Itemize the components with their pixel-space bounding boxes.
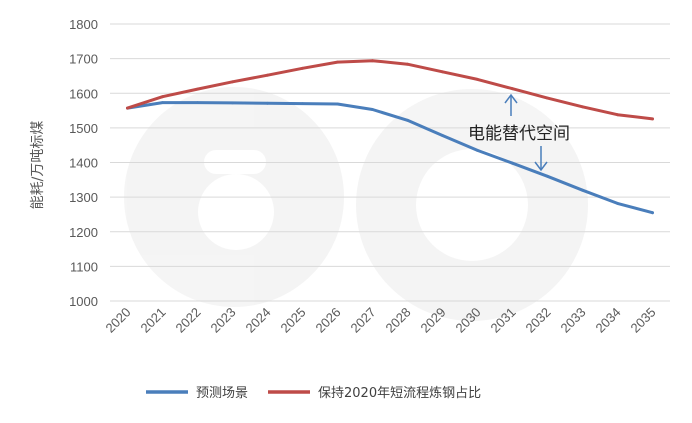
x-tick-label-2034: 2034 — [593, 305, 624, 336]
data-point-s1-2034 — [616, 202, 619, 205]
x-tick-label-2035: 2035 — [628, 305, 659, 336]
data-point-s1-2030 — [476, 149, 479, 152]
data-point-s1-2032 — [546, 174, 549, 178]
y-tick-label-1500: 1500 — [69, 121, 98, 136]
legend-label-1: 预测场景 — [196, 386, 248, 401]
y-tick-label-1700: 1700 — [69, 52, 98, 67]
data-point-s1-2027 — [371, 108, 374, 111]
data-point-s2-2024 — [266, 73, 269, 77]
data-point-s2-2023 — [231, 80, 234, 84]
data-point-s2-2026 — [336, 60, 339, 64]
data-point-s1-2025 — [301, 102, 304, 105]
data-point-s1-2024 — [266, 101, 269, 105]
x-tick-label-2033: 2033 — [558, 305, 589, 336]
x-tick-label-2020: 2020 — [103, 305, 134, 336]
data-point-s2-2032 — [546, 96, 549, 100]
data-point-s1-2023 — [231, 101, 234, 105]
y-tick-label-1300: 1300 — [69, 190, 98, 205]
data-point-s2-2020 — [126, 106, 129, 110]
data-point-s1-2021 — [161, 101, 164, 104]
data-point-s2-2031 — [511, 87, 514, 91]
annotation: 电能替代空间 — [468, 93, 570, 172]
x-axis: 2020 2021 2022 2023 2024 2025 2026 2027 2028 2029… — [103, 305, 659, 336]
series-lines — [126, 59, 654, 215]
y-axis-label: 能耗/万吨标煤 — [30, 121, 46, 210]
data-point-s1-2031 — [511, 161, 514, 165]
x-tick-label-2022: 2022 — [173, 305, 204, 336]
annotation-text: 电能替代空间 — [468, 124, 570, 144]
y-tick-label-1600: 1600 — [69, 86, 98, 101]
data-point-s2-2028 — [406, 62, 409, 66]
data-point-s2-2021 — [161, 95, 164, 99]
series-line-1 — [126, 101, 654, 215]
x-tick-label-2025: 2025 — [278, 305, 309, 336]
data-point-s2-2034 — [616, 113, 619, 117]
y-axis: 1000 1100 1200 1300 1400 1500 1600 1700 1800 — [69, 17, 98, 309]
data-point-s2-2035 — [651, 117, 654, 121]
data-point-s1-2035 — [651, 211, 654, 215]
annotation-arrowhead-up — [504, 93, 518, 104]
data-point-s1-2026 — [336, 102, 339, 106]
data-point-s1-2033 — [581, 188, 584, 192]
y-tick-label-1200: 1200 — [69, 225, 98, 240]
x-tick-label-2021: 2021 — [138, 305, 169, 336]
x-tick-label-2028: 2028 — [383, 305, 414, 336]
data-point-s2-2030 — [476, 78, 479, 81]
eo-watermark-logo — [124, 87, 588, 321]
data-point-s2-2027 — [371, 59, 374, 63]
y-tick-label-1800: 1800 — [69, 17, 98, 32]
data-point-s1-2028 — [406, 118, 409, 122]
x-tick-label-2026: 2026 — [313, 305, 344, 336]
x-tick-label-2032: 2032 — [523, 305, 554, 336]
data-point-s1-2022 — [196, 101, 199, 104]
gridlines — [110, 23, 670, 302]
y-tick-label-1400: 1400 — [69, 156, 98, 171]
data-point-s2-2029 — [441, 70, 444, 74]
legend: 预测场景 保持2020年短流程炼钢占比 — [146, 386, 481, 401]
data-point-s2-2025 — [301, 66, 304, 70]
x-tick-label-2027: 2027 — [348, 305, 379, 336]
legend-label-2: 保持2020年短流程炼钢占比 — [318, 386, 481, 401]
series-line-2 — [126, 59, 654, 121]
y-tick-label-1000: 1000 — [69, 294, 98, 309]
data-point-s2-2022 — [196, 87, 199, 91]
y-tick-label-1100: 1100 — [70, 259, 98, 274]
x-tick-label-2023: 2023 — [208, 305, 239, 336]
data-point-s1-2029 — [441, 134, 444, 137]
data-point-s2-2033 — [581, 105, 584, 109]
x-tick-label-2024: 2024 — [243, 305, 274, 336]
annotation-arrowhead-down — [534, 161, 548, 172]
